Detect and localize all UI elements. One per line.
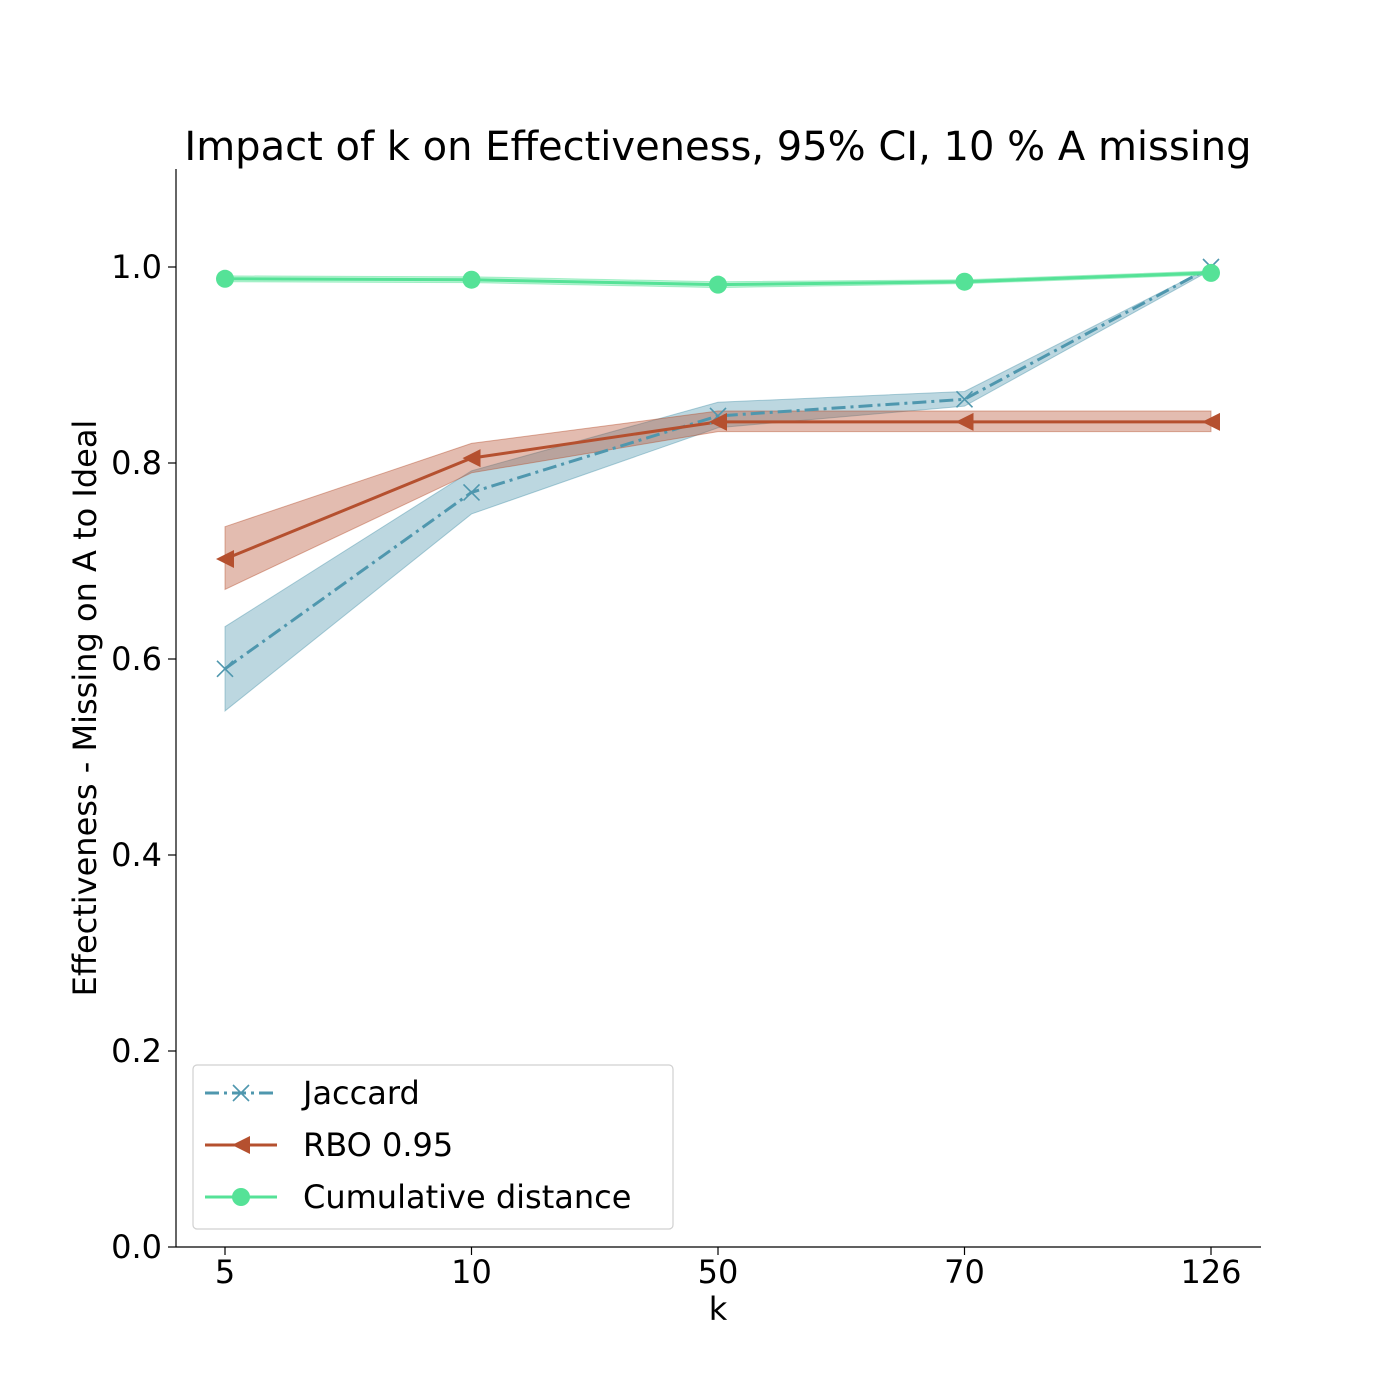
x-tick-label: 70 xyxy=(944,1253,985,1291)
legend-cumulative-distance-label: Cumulative distance xyxy=(303,1178,631,1216)
cumulative-distance-point xyxy=(955,272,974,291)
cumulative-distance-point xyxy=(462,270,481,289)
legend-cumulative-distance-marker xyxy=(232,1188,250,1206)
y-tick-label: 0.0 xyxy=(111,1228,162,1266)
x-tick-label: 50 xyxy=(698,1253,739,1291)
legend-rbo-0-95-label: RBO 0.95 xyxy=(303,1126,453,1164)
x-tick-label: 5 xyxy=(215,1253,235,1291)
legend-jaccard-label: Jaccard xyxy=(301,1074,420,1112)
series-lines xyxy=(224,265,1212,671)
y-tick-label: 1.0 xyxy=(111,248,162,286)
jaccard-point xyxy=(462,483,481,501)
y-tick-label: 0.6 xyxy=(111,640,162,678)
cumulative-distance-point xyxy=(216,269,234,288)
jaccard-point xyxy=(955,390,974,408)
legend-rbo-0-95-marker xyxy=(232,1136,250,1154)
x-tick-label: 126 xyxy=(1180,1253,1241,1291)
confidence-bands xyxy=(224,266,1212,712)
legend-jaccard-marker xyxy=(232,1084,250,1102)
cumulative-distance-point xyxy=(709,275,727,294)
y-tick-label: 0.2 xyxy=(111,1032,162,1070)
x-ticks: 5 10 50 70 126 xyxy=(215,1247,1242,1291)
y-axis-label: Effectiveness - Missing on A to Ideal xyxy=(66,420,104,997)
legend-box xyxy=(192,1064,674,1230)
x-axis-label: k xyxy=(709,1290,728,1328)
jaccard-line xyxy=(224,265,1212,671)
y-tick-label: 0.8 xyxy=(111,444,162,482)
x-tick-label: 10 xyxy=(451,1253,492,1291)
rbo-0-95-point xyxy=(709,412,727,431)
rbo-0-95-point xyxy=(462,449,481,468)
rbo-0-95-point xyxy=(955,412,974,431)
chart-title: Impact of k on Effectiveness, 95% CI, 10… xyxy=(184,124,1251,170)
y-ticks: 0.0 0.2 0.4 0.6 0.8 1.0 xyxy=(111,248,176,1266)
legend: Jaccard RBO 0.95 Cumulative distance xyxy=(192,1064,674,1230)
rbo-0-95-point xyxy=(1202,412,1220,431)
cumulative-distance-point xyxy=(1202,263,1220,282)
series-markers xyxy=(216,258,1220,678)
jaccard-point xyxy=(216,660,234,678)
y-tick-label: 0.4 xyxy=(111,836,162,874)
rbo-0-95-point xyxy=(216,550,234,569)
